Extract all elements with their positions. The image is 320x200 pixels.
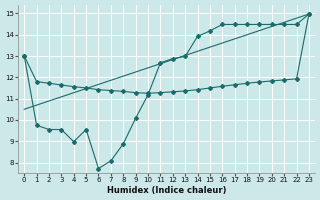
X-axis label: Humidex (Indice chaleur): Humidex (Indice chaleur): [107, 186, 226, 195]
